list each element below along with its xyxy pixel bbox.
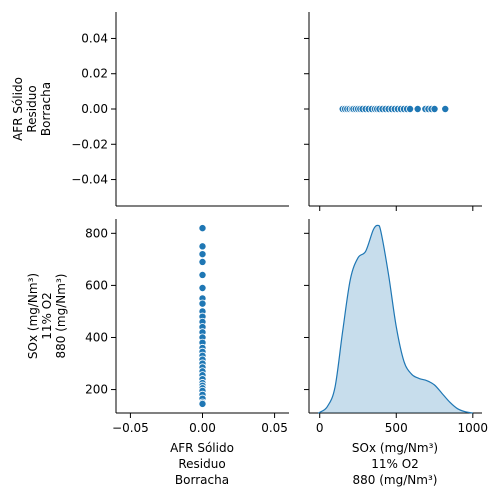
panel-bl-x-label: AFR Sólido Residuo Borracha (170, 441, 234, 487)
panel-tr-y-ticks (304, 37, 309, 181)
scatter-point (198, 257, 207, 266)
y-tick-label: 200 (85, 383, 108, 397)
panel-tr-x-ticks (319, 206, 474, 211)
y-axis-label-line: Borracha (39, 82, 53, 136)
panel-bottom-right: 0 500 1000 SOx (mg/Nm³) 11% O2 880 (mg/Nm³) (304, 219, 488, 487)
scatter-point (430, 105, 439, 114)
panel-br-x-ticks: 0 500 1000 (316, 413, 488, 435)
scatter-point (413, 105, 422, 114)
x-axis-label-line: 880 (mg/Nm³) (353, 473, 438, 487)
panel-top-left: 0.04 0.02 0.00 −0.02 −0.04 AFR Sólido Residuo… (11, 12, 289, 207)
y-axis-label-line: AFR Sólido (11, 77, 25, 141)
scatter-point (198, 299, 207, 308)
x-tick-label: 0.05 (261, 421, 288, 435)
x-axis-label-line: 11% O2 (371, 457, 419, 471)
y-tick-label: 400 (85, 330, 108, 344)
x-axis-label-line: Borracha (175, 473, 229, 487)
panel-br-y-ticks (304, 232, 309, 391)
panel-bottom-left: 800 600 400 200 −0.05 0.00 0.05 SOx (mg/Nm³) 1… (26, 219, 289, 487)
panel-bl-y-label: SOx (mg/Nm³) 11% O2 880 (mg/Nm³) (26, 273, 68, 359)
x-tick-label: 500 (385, 421, 408, 435)
panel-top-right (304, 12, 482, 211)
x-axis-label-line: Residuo (178, 457, 225, 471)
y-tick-label: −0.02 (71, 137, 108, 151)
kde-area-fill (318, 225, 473, 414)
panel-bl-scatter (198, 224, 207, 408)
scatter-point (198, 284, 207, 293)
y-tick-label: 600 (85, 278, 108, 292)
scatter-point (406, 105, 415, 114)
kde-curve (317, 224, 473, 414)
y-tick-label: 0.02 (81, 67, 108, 81)
y-axis-label-line: 880 (mg/Nm³) (54, 274, 68, 359)
y-tick-label: 800 (85, 226, 108, 240)
y-tick-label: 0.00 (81, 102, 108, 116)
panel-bl-y-ticks: 800 600 400 200 (85, 226, 116, 397)
scatter-point (441, 105, 450, 114)
panel-bl-x-ticks: −0.05 0.00 0.05 (112, 413, 288, 435)
y-axis-label-line: Residuo (25, 85, 39, 132)
panel-tl-y-ticks: 0.04 0.02 0.00 −0.02 −0.04 (71, 31, 116, 187)
panel-tl-y-label: AFR Sólido Residuo Borracha (11, 77, 53, 141)
y-tick-label: 0.04 (81, 31, 108, 45)
panel-tr-scatter (338, 105, 450, 114)
scatter-point (198, 242, 207, 251)
x-tick-label: 0.00 (189, 421, 216, 435)
scatter-point (198, 270, 207, 279)
y-tick-label: −0.04 (71, 173, 108, 187)
x-tick-label: 1000 (458, 421, 489, 435)
scatter-point (198, 224, 207, 233)
y-axis-label-line: SOx (mg/Nm³) (26, 273, 40, 359)
x-axis-label-line: AFR Sólido (170, 441, 234, 455)
scatter-point (198, 399, 207, 408)
x-axis-label-line: SOx (mg/Nm³) (352, 441, 438, 455)
y-axis-label-line: 11% O2 (40, 292, 54, 340)
x-tick-label: −0.05 (112, 421, 149, 435)
panel-br-kde (317, 224, 473, 414)
scatter-point (198, 250, 207, 259)
x-tick-label: 0 (316, 421, 324, 435)
panel-br-x-label: SOx (mg/Nm³) 11% O2 880 (mg/Nm³) (352, 441, 438, 487)
